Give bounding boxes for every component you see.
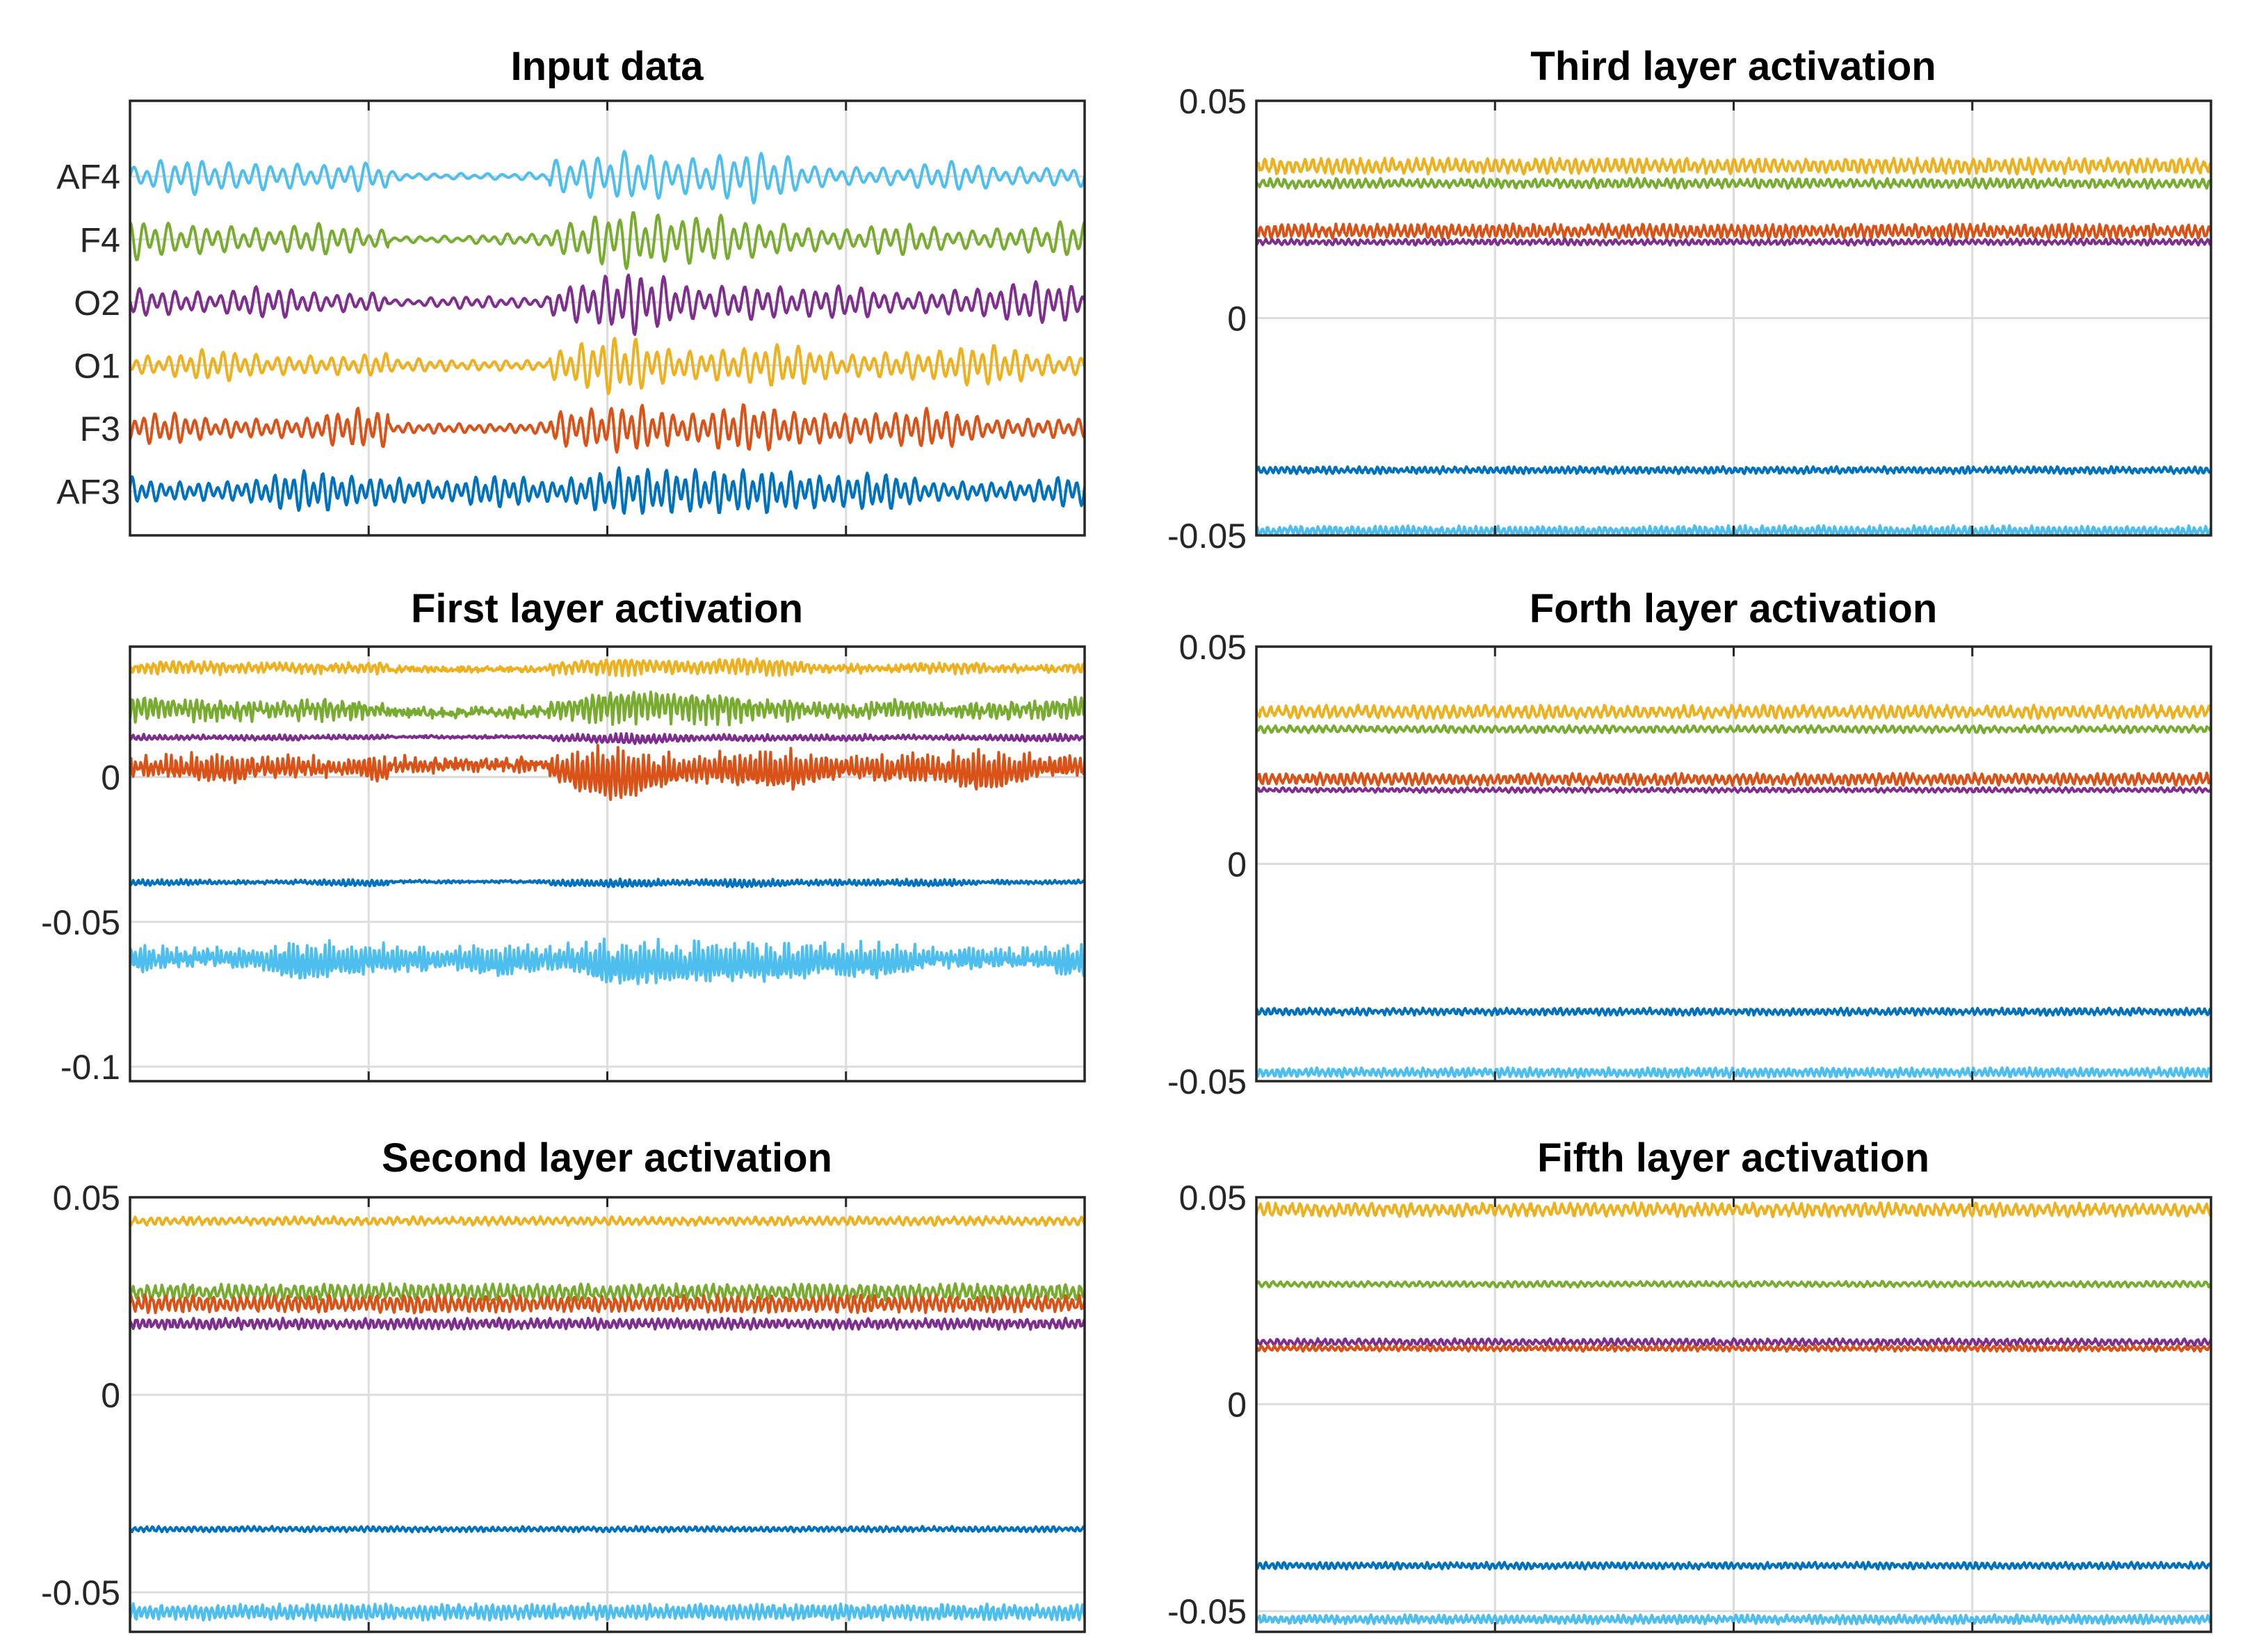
series-line-trace-4 [130, 1316, 1085, 1331]
panel-title-third-layer: Third layer activation [1530, 44, 1936, 89]
y-tick-label: 0.05 [1179, 628, 1247, 667]
series-line-o2 [130, 273, 1085, 337]
series-line-trace-5 [1256, 464, 2211, 476]
y-tick-label: -0.05 [41, 903, 120, 942]
y-tick-label: AF4 [56, 158, 120, 197]
panel-title-forth-layer: Forth layer activation [1530, 586, 1938, 631]
series-line-trace-5 [130, 1525, 1085, 1534]
series-line-trace-1 [1256, 703, 2211, 720]
y-tick-label: -0.05 [1167, 517, 1247, 556]
panel-input-data: Input data [510, 44, 704, 89]
series-line-trace-3 [1256, 222, 2211, 241]
y-tick-label: F3 [80, 410, 120, 448]
y-tick-label: -0.1 [60, 1048, 120, 1087]
panel-title-first-layer: First layer activation [411, 586, 803, 631]
panel-title-fifth-layer: Fifth layer activation [1537, 1135, 1929, 1181]
axes-forth: -0.05 0 0.05 [1167, 628, 2212, 1101]
series-line-trace-5 [1256, 1006, 2211, 1017]
y-tick-label: 0.05 [1179, 1179, 1247, 1217]
axes-fifth: -0.05 0 0.05 [1167, 1179, 2212, 1633]
series-line-af3 [130, 466, 1085, 515]
series-line-trace-3 [1256, 771, 2211, 787]
series-line-trace-3 [1256, 1337, 2211, 1347]
y-tick-label: -0.05 [1167, 1062, 1247, 1101]
y-tick-label: AF3 [56, 473, 120, 512]
series-line-trace-1 [130, 1215, 1085, 1227]
panel-title-second-layer: Second layer activation [382, 1135, 832, 1181]
series-line-f3 [130, 403, 1085, 454]
y-tick-label: -0.05 [1167, 1592, 1247, 1631]
axes-box-second [129, 1196, 1086, 1633]
axes-third: -0.05 0 0.05 [1167, 82, 2212, 556]
y-tick-label: 0 [101, 1376, 120, 1415]
series-line-trace-1 [1256, 1201, 2211, 1219]
panel-third-layer-activation: Third layer activation [1530, 44, 1936, 89]
series-line-trace-6 [1256, 1613, 2211, 1626]
y-tick-label: 0 [101, 759, 120, 797]
series-line-af4 [130, 149, 1085, 205]
series-group-first [130, 657, 1085, 985]
series-line-trace-1 [1256, 156, 2211, 176]
axes-first: -0.1 -0.05 0 [41, 645, 1086, 1087]
axes-box-input [129, 99, 1086, 537]
series-line-trace-4 [1256, 786, 2211, 794]
panel-fifth-layer-activation: Fifth layer activation [1537, 1135, 1929, 1181]
series-line-o1 [130, 337, 1085, 396]
series-line-trace-5 [1256, 1560, 2211, 1571]
series-line-trace-4 [130, 743, 1085, 801]
series-group-input [130, 149, 1085, 515]
series-line-trace-6 [130, 1602, 1085, 1622]
panel-title-input-data: Input data [510, 44, 704, 89]
panel-first-layer-activation: First layer activation [411, 586, 803, 631]
series-line-trace-5 [130, 877, 1085, 889]
series-line-trace-2 [1256, 724, 2211, 735]
series-line-trace-3 [130, 732, 1085, 745]
series-line-trace-3 [130, 1293, 1085, 1315]
axes-input: AF4 F4 O2 O1 F3 AF3 [56, 99, 1086, 537]
series-line-trace-2 [1256, 1279, 2211, 1289]
y-tick-label: 0.05 [53, 1179, 120, 1217]
series-line-trace-2 [130, 690, 1085, 727]
y-tick-label: -0.05 [41, 1573, 120, 1612]
y-tick-label: F4 [80, 220, 120, 259]
y-tick-label: O1 [74, 346, 120, 385]
series-line-f4 [130, 211, 1085, 270]
series-line-trace-6 [130, 937, 1085, 985]
axes-box-fifth [1255, 1196, 2212, 1633]
series-line-trace-2 [1256, 177, 2211, 190]
panel-forth-layer-activation: Forth layer activation [1530, 586, 1938, 631]
panel-second-layer-activation: Second layer activation [382, 1135, 832, 1181]
axes-second: -0.05 0 0.05 [41, 1179, 1086, 1633]
series-group-second [130, 1215, 1085, 1622]
series-group-forth [1256, 703, 2211, 1079]
series-line-trace-4 [1256, 1344, 2211, 1353]
y-tick-label: 0 [1227, 300, 1247, 339]
y-tick-label: 0 [1227, 845, 1247, 884]
axes-box-third [1255, 99, 2212, 537]
axes-box-forth [1255, 645, 2212, 1083]
y-tick-label: 0.05 [1179, 82, 1247, 121]
series-line-trace-2 [130, 1282, 1085, 1302]
series-group-fifth [1256, 1201, 2211, 1626]
y-tick-label: O2 [74, 284, 120, 323]
series-line-trace-4 [1256, 237, 2211, 247]
axes-box-first [129, 645, 1086, 1083]
series-line-trace-1 [130, 657, 1085, 677]
y-tick-label: 0 [1227, 1386, 1247, 1425]
